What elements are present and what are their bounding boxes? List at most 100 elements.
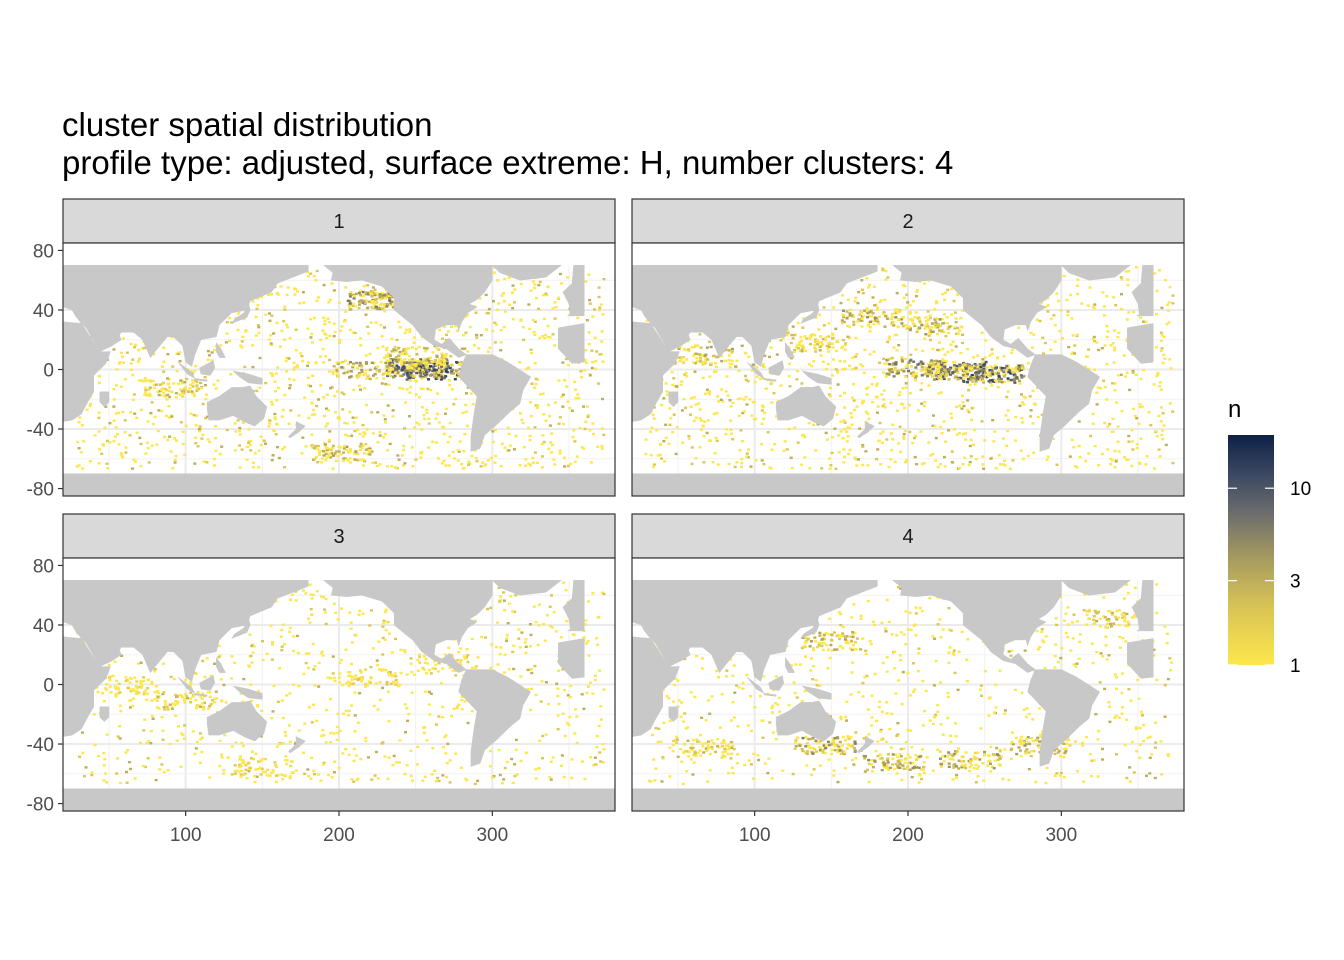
hotspot-cell: [376, 292, 380, 295]
data-cell: [545, 614, 549, 617]
data-cell: [493, 321, 497, 325]
data-cell: [275, 446, 279, 449]
data-cell: [464, 331, 468, 334]
hotspot-cell: [956, 377, 960, 381]
data-cell: [205, 393, 208, 396]
data-cell: [601, 313, 605, 316]
data-cell: [97, 411, 101, 414]
data-cell: [963, 456, 967, 459]
data-cell: [1087, 452, 1091, 455]
hotspot-cell: [419, 358, 423, 361]
data-cell: [828, 457, 831, 460]
hotspot-cell: [152, 386, 156, 389]
y-tick-label: -40: [27, 420, 54, 441]
land-polygon: [1127, 323, 1154, 364]
data-cell: [960, 407, 964, 410]
data-cell: [535, 461, 539, 464]
data-cell: [1114, 460, 1118, 463]
hotspot-cell: [451, 368, 454, 371]
data-cell: [984, 387, 988, 390]
data-cell: [405, 328, 409, 332]
data-cell: [272, 332, 276, 335]
data-cell: [908, 310, 912, 314]
data-cell: [343, 421, 347, 425]
hotspot-cell: [927, 326, 931, 330]
data-cell: [1163, 357, 1167, 360]
data-cell: [1077, 444, 1081, 448]
data-cell: [230, 677, 234, 680]
data-cell: [81, 751, 85, 755]
data-cell: [914, 311, 918, 314]
data-cell: [524, 464, 528, 467]
data-cell: [383, 421, 387, 424]
data-cell: [934, 459, 938, 462]
hotspot-cell: [928, 364, 932, 367]
hotspot-cell: [677, 347, 681, 350]
hotspot-cell: [934, 323, 938, 326]
data-cell: [331, 655, 335, 658]
data-cell: [1133, 414, 1137, 418]
hotspot-cell: [720, 359, 724, 363]
hotspot-cell: [170, 390, 174, 393]
data-cell: [703, 420, 707, 423]
data-cell: [311, 642, 315, 646]
data-cell: [292, 378, 296, 382]
hotspot-cell: [990, 370, 994, 373]
data-cell: [1036, 415, 1040, 419]
data-cell: [905, 386, 908, 389]
hotspot-cell: [962, 363, 966, 366]
data-cell: [799, 336, 803, 339]
data-cell: [1159, 420, 1163, 423]
hotspot-cell: [827, 345, 831, 349]
hotspot-cell: [444, 353, 448, 356]
data-cell: [133, 777, 137, 780]
data-cell: [509, 595, 513, 598]
data-cell: [850, 416, 854, 419]
data-cell: [846, 435, 850, 438]
data-cell: [417, 423, 421, 426]
data-cell: [860, 288, 864, 291]
data-cell: [530, 351, 534, 355]
hotspot-cell: [347, 451, 351, 454]
data-cell: [418, 396, 421, 399]
data-cell: [698, 408, 702, 411]
data-cell: [1046, 304, 1050, 307]
data-cell: [969, 438, 973, 442]
hotspot-cell: [189, 383, 192, 386]
data-cell: [1006, 390, 1010, 393]
data-cell: [1120, 278, 1124, 281]
data-cell: [884, 375, 888, 378]
data-cell: [923, 327, 927, 330]
data-cell: [953, 311, 957, 314]
hotspot-cell: [930, 359, 934, 362]
data-cell: [949, 343, 953, 346]
data-cell: [533, 451, 537, 454]
data-cell: [518, 464, 522, 467]
hotspot-cell: [924, 316, 928, 319]
hotspot-cell: [920, 366, 924, 369]
hotspot-cell: [351, 302, 355, 306]
data-cell: [560, 282, 564, 285]
data-cell: [112, 440, 116, 443]
data-cell: [857, 458, 860, 461]
data-cell: [727, 462, 731, 466]
data-cell: [128, 706, 132, 709]
data-cell: [853, 456, 857, 459]
data-cell: [731, 438, 735, 441]
data-cell: [193, 752, 197, 756]
hotspot-cell: [705, 346, 709, 349]
hotspot-cell: [440, 365, 443, 368]
hotspot-cell: [372, 374, 375, 377]
data-cell: [839, 301, 843, 305]
data-cell: [353, 331, 357, 335]
data-cell: [1105, 398, 1109, 401]
data-cell: [534, 404, 538, 407]
data-cell: [505, 639, 509, 643]
data-cell: [79, 451, 83, 454]
data-cell: [551, 333, 555, 336]
hotspot-cell: [378, 295, 382, 299]
data-cell: [689, 397, 693, 400]
data-cell: [949, 412, 953, 415]
data-cell: [399, 648, 403, 652]
data-cell: [576, 316, 580, 320]
